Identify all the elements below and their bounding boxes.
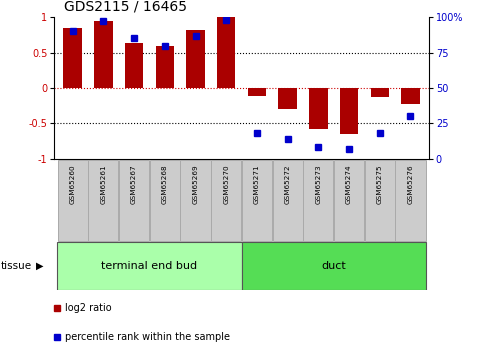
Bar bbox=[242, 241, 426, 290]
Bar bbox=[186, 30, 205, 88]
Text: duct: duct bbox=[321, 261, 346, 270]
Text: GSM65274: GSM65274 bbox=[346, 165, 352, 204]
Text: GSM65275: GSM65275 bbox=[377, 165, 383, 204]
Text: GSM65271: GSM65271 bbox=[254, 165, 260, 204]
Bar bbox=[88, 159, 118, 241]
Bar bbox=[58, 159, 88, 241]
Bar bbox=[365, 159, 395, 241]
Text: GSM65267: GSM65267 bbox=[131, 165, 137, 204]
Bar bbox=[156, 46, 174, 88]
Text: ▶: ▶ bbox=[35, 261, 43, 270]
Bar bbox=[273, 159, 303, 241]
Bar bbox=[401, 88, 420, 104]
Bar bbox=[217, 17, 236, 88]
Text: GSM65268: GSM65268 bbox=[162, 165, 168, 204]
Text: GSM65269: GSM65269 bbox=[192, 165, 199, 204]
Text: GSM65273: GSM65273 bbox=[316, 165, 321, 204]
Bar bbox=[211, 159, 241, 241]
Text: GSM65261: GSM65261 bbox=[101, 165, 106, 204]
Bar bbox=[125, 43, 143, 88]
Bar bbox=[247, 88, 266, 97]
Text: GSM65276: GSM65276 bbox=[408, 165, 414, 204]
Text: tissue: tissue bbox=[0, 261, 32, 270]
Text: percentile rank within the sample: percentile rank within the sample bbox=[66, 332, 230, 342]
Bar bbox=[180, 159, 211, 241]
Bar bbox=[395, 159, 425, 241]
Text: log2 ratio: log2 ratio bbox=[66, 303, 112, 313]
Text: GSM65260: GSM65260 bbox=[70, 165, 75, 204]
Bar bbox=[303, 159, 333, 241]
Bar bbox=[150, 159, 180, 241]
Bar bbox=[242, 159, 272, 241]
Bar bbox=[64, 28, 82, 88]
Bar bbox=[94, 21, 112, 88]
Bar bbox=[119, 159, 149, 241]
Bar bbox=[334, 159, 364, 241]
Bar bbox=[279, 88, 297, 109]
Text: GSM65272: GSM65272 bbox=[284, 165, 291, 204]
Text: terminal end bud: terminal end bud bbox=[102, 261, 198, 270]
Bar bbox=[309, 88, 327, 129]
Bar bbox=[57, 241, 242, 290]
Text: GDS2115 / 16465: GDS2115 / 16465 bbox=[64, 0, 187, 14]
Bar bbox=[371, 88, 389, 97]
Text: GSM65270: GSM65270 bbox=[223, 165, 229, 204]
Bar bbox=[340, 88, 358, 134]
